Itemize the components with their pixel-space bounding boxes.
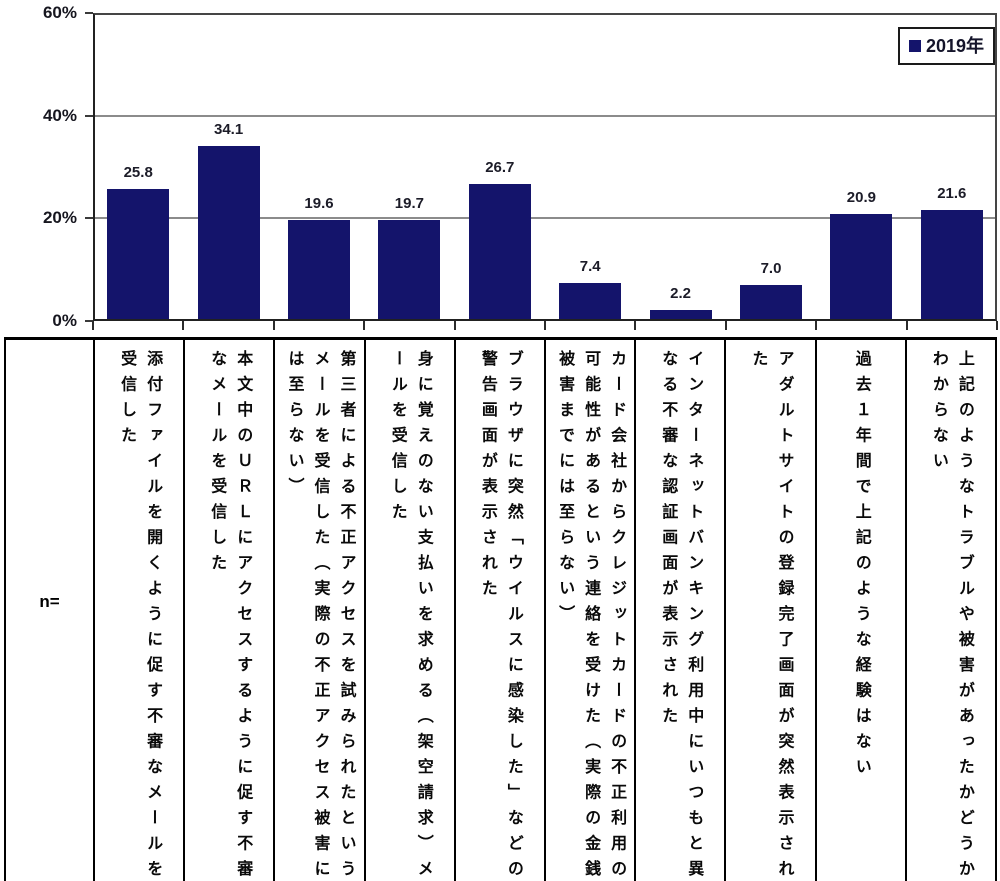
chart-column: 25.8 [93, 13, 183, 321]
y-axis-tick [85, 217, 93, 220]
x-axis-tick [634, 321, 637, 330]
y-axis-tick [85, 320, 93, 322]
bar [378, 219, 441, 321]
y-axis-tick [85, 12, 93, 14]
table-header-cell: 第三者による不正アクセスを試みられたというメールを受信した（実際の不正アクセス被… [273, 340, 363, 881]
category-table: n= 添付ファイルを開くように促す不審なメールを受信した 本文中のＵＲＬにアクセス… [4, 337, 997, 881]
category-label: アダルトサイトの登録完了画面が突然表示された [749, 350, 793, 881]
category-label: 上記のようなトラブルや被害があったかどうかわからない [929, 350, 973, 881]
category-label: 添付ファイルを開くように促す不審なメールを受信した [118, 350, 162, 881]
table-header-cell: ブラウザに突然「ウイルスに感染した」などの警告画面が表示された [453, 340, 544, 881]
category-label: インターネットバンキング利用中にいつもと異なる不審な認証画面が表示された [659, 350, 703, 881]
category-label: 過去１年間で上記のような経験はない [852, 350, 870, 784]
gridline [93, 114, 997, 117]
bar [920, 210, 983, 321]
x-axis-tick [815, 321, 818, 330]
x-axis-tick [724, 321, 727, 330]
table-header-cell: カード会社からクレジットカードの不正利用の可能性があるという連絡を受けた（実際の… [543, 340, 634, 881]
category-label: 第三者による不正アクセスを試みられたというメールを受信した（実際の不正アクセス被… [285, 350, 355, 881]
bar-value-label: 26.7 [485, 158, 515, 176]
bar [468, 183, 531, 321]
chart-column: 21.6 [907, 13, 997, 321]
chart-column: 20.9 [816, 13, 906, 321]
bar [107, 188, 170, 321]
y-axis-tick [85, 114, 93, 117]
bar [739, 285, 802, 321]
bar-value-label: 21.6 [937, 185, 967, 203]
x-axis-tick [182, 321, 185, 330]
chart-column: 19.7 [364, 13, 454, 321]
y-axis-tick-label: 0% [52, 311, 77, 330]
table-header-cell: 身に覚えのない支払いを求める（架空請求）メールを受信した [363, 340, 454, 881]
bar [287, 220, 350, 321]
table-header-cell: インターネットバンキング利用中にいつもと異なる不審な認証画面が表示された [634, 340, 724, 881]
x-axis-tick [996, 321, 998, 330]
x-axis-tick [905, 321, 908, 330]
legend-label: 2019年 [925, 36, 985, 56]
bar-value-label: 2.2 [670, 284, 692, 302]
table-header-cell: 添付ファイルを開くように促す不審なメールを受信した [93, 340, 183, 881]
bar-value-label: 20.9 [846, 188, 876, 206]
legend: 2019年 [898, 27, 995, 65]
y-axis: 0% 20% 40% 60% [0, 3, 84, 330]
table-header-cell: 上記のようなトラブルや被害があったかどうかわからない [904, 340, 995, 881]
table-header-cell: 本文中のＵＲＬにアクセスするように促す不審なメールを受信した [183, 340, 273, 881]
bar-value-label: 19.6 [304, 195, 334, 213]
x-axis-tick [363, 321, 366, 330]
x-axis-tick [544, 321, 546, 330]
gridline [93, 217, 997, 220]
n-equals-cell: n= [6, 340, 93, 881]
bar-value-label: 7.0 [760, 260, 782, 278]
plot-area: 2019年 25.8 34.1 19.6 19.7 26.7 7.4 2.2 7.0 20.9 2… [85, 12, 998, 330]
bar [559, 283, 622, 321]
category-label: カード会社からクレジットカードの不正利用の可能性があるという連絡を受けた（実際の… [556, 350, 626, 881]
chart-column: 7.0 [726, 13, 816, 321]
chart-column: 7.4 [545, 13, 635, 321]
y-axis-tick-label: 60% [42, 3, 77, 22]
chart-column: 2.2 [635, 13, 725, 321]
bar-value-label: 25.8 [123, 163, 153, 181]
table-header-cell: 過去１年間で上記のような経験はない [814, 340, 905, 881]
category-label: 本文中のＵＲＬにアクセスするように促す不審なメールを受信した [208, 350, 252, 881]
x-axis-tick [453, 321, 456, 330]
bar [649, 309, 712, 321]
bar [830, 213, 893, 321]
table-header-cell: アダルトサイトの登録完了画面が突然表示された [724, 340, 814, 881]
legend-color-swatch [908, 40, 921, 52]
x-axis-tick [92, 321, 94, 330]
bar [197, 145, 260, 321]
y-axis-tick-label: 20% [42, 208, 77, 228]
category-label: ブラウザに突然「ウイルスに感染した」などの警告画面が表示された [478, 350, 522, 881]
x-axis-tick [272, 321, 275, 330]
chart-column: 19.6 [274, 13, 364, 321]
chart-column: 34.1 [183, 13, 273, 321]
bar-value-label: 34.1 [213, 120, 244, 138]
chart-column: 26.7 [455, 13, 545, 321]
bar-value-label: 19.7 [394, 194, 424, 212]
n-equals-label: n= [39, 592, 60, 611]
category-label: 身に覚えのない支払いを求める（架空請求）メールを受信した [388, 350, 432, 881]
bar-value-label: 7.4 [579, 258, 601, 276]
y-axis-tick-label: 40% [42, 105, 77, 125]
